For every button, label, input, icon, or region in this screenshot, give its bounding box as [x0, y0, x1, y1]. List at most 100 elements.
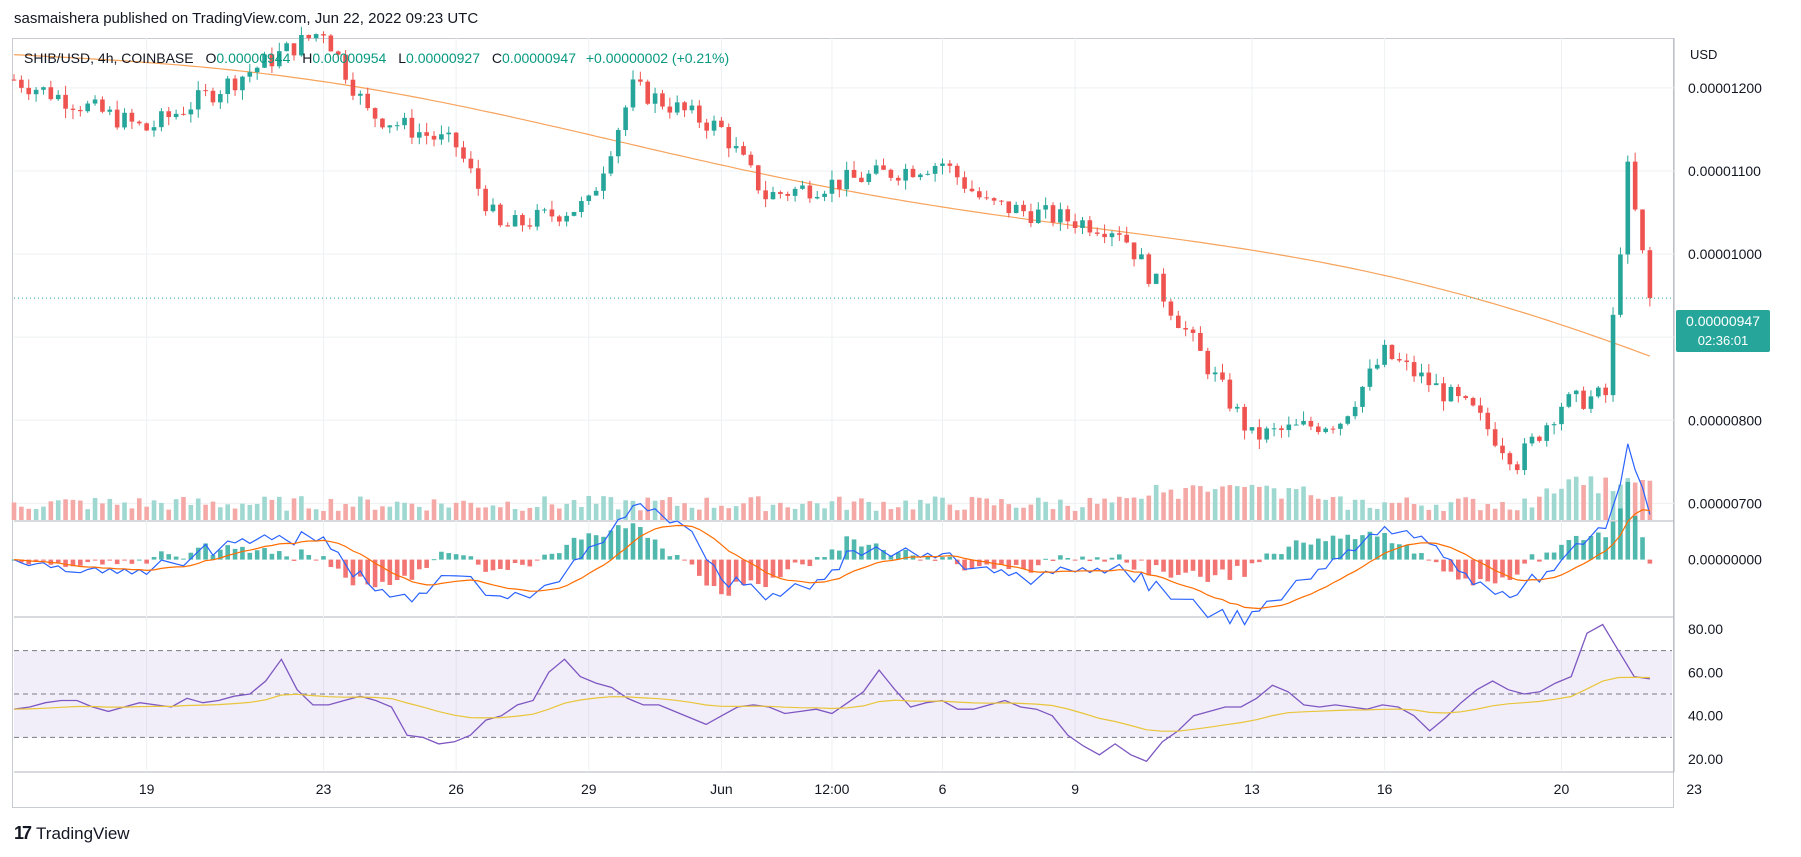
volume-bar [903, 500, 908, 520]
candle-body [778, 192, 783, 194]
macd-histogram-bar [549, 553, 555, 560]
candle-body [1072, 221, 1078, 228]
candle-body [321, 34, 326, 36]
macd-histogram-bar [1397, 544, 1402, 560]
macd-histogram-bar [232, 548, 238, 560]
macd-histogram-bar [247, 552, 253, 560]
candle-body [549, 209, 555, 217]
volume-bar [114, 504, 120, 520]
macd-histogram-bar [1212, 559, 1218, 576]
candle-body [232, 78, 238, 91]
low-value: 0.00000927 [406, 50, 480, 66]
volume-bar [564, 503, 569, 520]
candle-body [151, 127, 157, 131]
macd-histogram-bar [873, 543, 879, 560]
candle-body [954, 165, 960, 178]
candle-body [350, 79, 356, 96]
macd-histogram-bar [151, 556, 157, 560]
candle-body [1065, 209, 1071, 222]
macd-histogram-bar [1500, 559, 1505, 578]
volume-bar [1006, 504, 1012, 520]
rsi-line [13, 623, 1650, 763]
time-axis-label: 12:00 [814, 781, 849, 797]
candle-body [925, 173, 931, 175]
macd-histogram-bar [210, 555, 216, 560]
candle-body [1102, 233, 1107, 238]
macd-histogram-bar [1139, 559, 1144, 561]
candle-body [1242, 406, 1247, 431]
volume-bar [991, 505, 997, 520]
macd-line [13, 443, 1651, 626]
macd-histogram-bar [918, 559, 923, 561]
volume-bar [107, 498, 113, 520]
macd-histogram-bar [778, 559, 783, 578]
volume-bar [1367, 507, 1373, 520]
candle-body [1404, 360, 1410, 363]
macd-histogram-bar [1028, 559, 1034, 573]
macd-histogram-bar [1175, 559, 1181, 575]
volume-bar [1021, 507, 1026, 520]
candle-body [498, 204, 503, 226]
macd-histogram-bar [1338, 538, 1343, 560]
volume-bar [1544, 488, 1550, 520]
candle-body [1640, 209, 1645, 251]
macd-histogram-bar [1183, 559, 1188, 573]
candle-body [416, 132, 422, 138]
volume-bar [218, 507, 223, 520]
tradingview-logo[interactable]: 17 TradingView [14, 823, 130, 844]
volume-bar [1618, 484, 1623, 520]
candle-body [63, 94, 68, 109]
macd-histogram-bar [372, 559, 378, 588]
time-axis-label: 6 [939, 781, 947, 797]
volume-bar [925, 503, 931, 520]
symbol-label[interactable]: SHIB/USD, 4h, COINBASE [24, 50, 194, 66]
macd-histogram-bar [601, 536, 606, 560]
volume-bar [549, 504, 555, 520]
volume-bar [1441, 511, 1446, 520]
candle-body [210, 90, 216, 103]
macd-histogram-bar [41, 559, 46, 561]
volume-bar [1058, 499, 1063, 520]
volume-bar [144, 506, 149, 520]
volume-bar [1028, 504, 1034, 520]
volume-bar [195, 498, 201, 520]
macd-histogram-bar [203, 543, 208, 560]
volume-bar [1190, 485, 1196, 520]
macd-histogram-bar [173, 556, 179, 560]
candle-body [1632, 161, 1638, 210]
macd-histogram-bar [136, 559, 142, 561]
volume-bar [1382, 502, 1387, 520]
volume-bar [947, 504, 953, 520]
volume-bar [1559, 488, 1564, 520]
candle-body [394, 125, 400, 127]
candle-body [1397, 359, 1402, 361]
candle-body [520, 215, 525, 226]
volume-bar [1551, 493, 1557, 520]
candle-body [645, 81, 651, 104]
volume-bar [1094, 503, 1100, 520]
candle-body [1109, 233, 1115, 238]
close-label: C [491, 50, 503, 66]
macd-histogram-bar [114, 559, 120, 565]
macd-histogram-bar [402, 559, 407, 576]
volume-bar [181, 496, 186, 520]
candle-body [1234, 406, 1240, 409]
macd-histogram-bar [1168, 559, 1174, 578]
macd-histogram-bar [439, 551, 444, 560]
candle-body [1411, 362, 1417, 377]
candle-body [1463, 396, 1468, 399]
candle-body [837, 179, 842, 190]
macd-histogram-bar [380, 559, 385, 582]
candle-body [100, 99, 105, 112]
candle-body [851, 169, 857, 178]
volume-bar [542, 496, 547, 520]
volume-bar [365, 499, 371, 520]
candle-body [424, 132, 429, 136]
macd-histogram-bar [697, 559, 702, 576]
candle-body [977, 191, 982, 198]
macd-histogram-bar [181, 558, 186, 560]
volume-bar [1087, 497, 1093, 520]
candle-body [1433, 383, 1439, 386]
volume-bar [1426, 509, 1432, 520]
